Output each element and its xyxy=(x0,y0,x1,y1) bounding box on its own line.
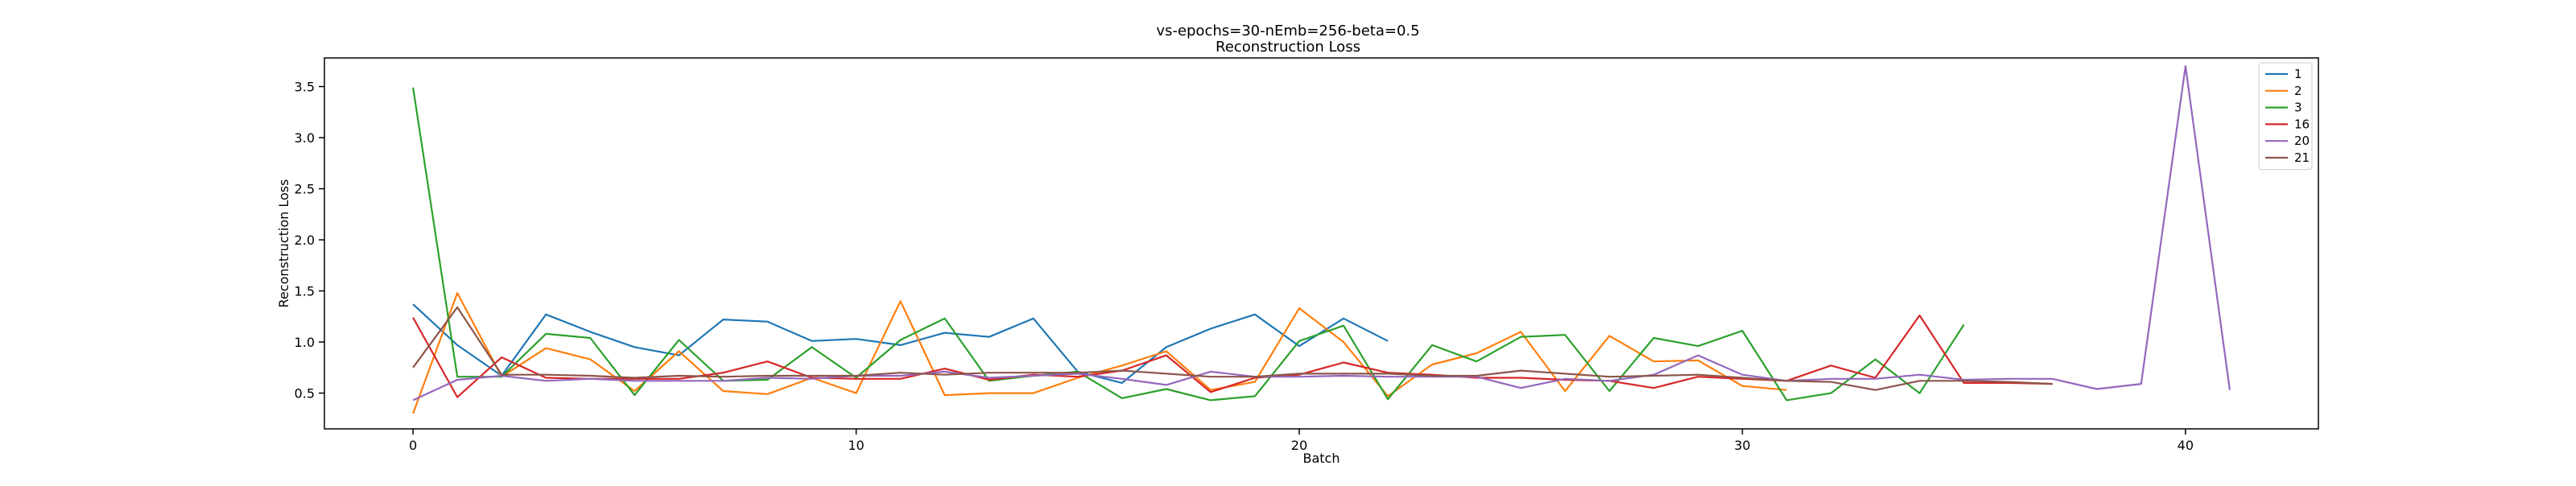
x-tick-label: 40 xyxy=(2178,438,2194,453)
chart-title: vs-epochs=30-nEmb=256-beta=0.5 xyxy=(1156,23,1419,39)
x-tick-label: 0 xyxy=(409,438,417,453)
plot-area xyxy=(412,65,2231,414)
y-tick-label: 1.5 xyxy=(295,284,315,299)
x-axis-label: Batch xyxy=(1303,451,1340,466)
y-tick-label: 1.0 xyxy=(295,335,315,350)
axis-ticks: 0 10 20 30 40 0.5 1.0 1.5 2.0 2.5 3.0 3.5 xyxy=(295,80,2194,453)
chart-subtitle: Reconstruction Loss xyxy=(1216,39,1360,56)
y-tick-label: 2.0 xyxy=(295,233,315,248)
legend: 1 2 3 16 20 21 xyxy=(2258,62,2313,171)
legend-label-20: 20 xyxy=(2294,134,2310,148)
y-tick-label: 3.0 xyxy=(295,130,315,146)
series-line-21 xyxy=(412,306,2053,391)
x-tick-label: 10 xyxy=(848,438,864,453)
y-tick-label: 3.5 xyxy=(295,80,315,95)
legend-label-21: 21 xyxy=(2294,150,2310,165)
legend-label-3: 3 xyxy=(2294,101,2302,115)
legend-label-1: 1 xyxy=(2294,67,2302,81)
legend-box xyxy=(2258,62,2313,171)
series-line-1 xyxy=(412,303,1389,384)
series-line-20 xyxy=(412,65,2231,402)
legend-label-2: 2 xyxy=(2294,84,2302,98)
y-axis-label: Reconstruction Loss xyxy=(276,179,291,308)
legend-label-16: 16 xyxy=(2294,117,2310,131)
y-tick-label: 0.5 xyxy=(295,386,315,402)
y-tick-label: 2.5 xyxy=(295,182,315,197)
series-line-16 xyxy=(412,314,2053,398)
series-line-3 xyxy=(412,87,1965,402)
plot-frame xyxy=(324,57,2319,430)
x-tick-label: 20 xyxy=(1291,438,1307,453)
x-tick-label: 30 xyxy=(1734,438,1750,453)
